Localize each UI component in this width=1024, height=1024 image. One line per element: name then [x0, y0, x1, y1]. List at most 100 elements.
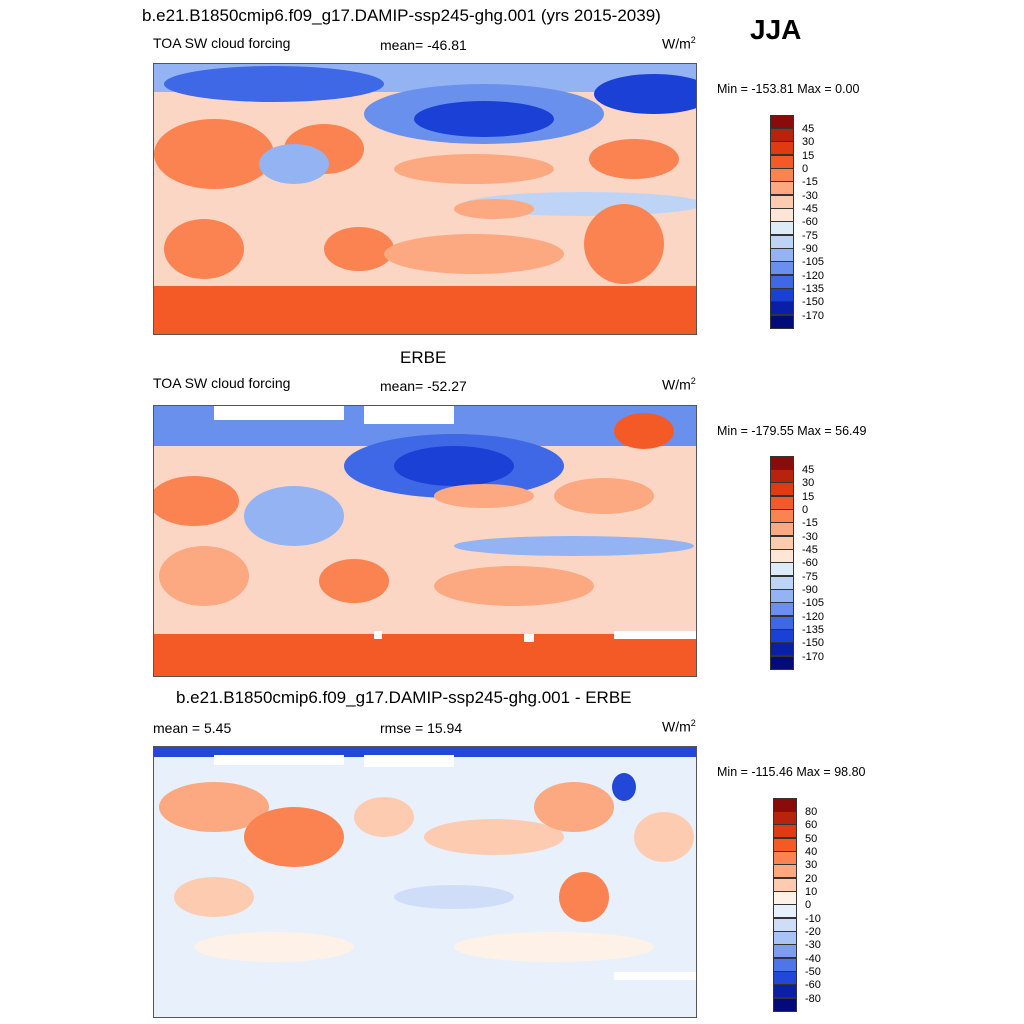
colorbar-label: 80	[805, 806, 818, 818]
colorbar-label: 50	[805, 833, 818, 845]
colorbar-label: -75	[802, 230, 818, 242]
colorbar-label: 30	[802, 477, 815, 489]
colorbar-swatch	[773, 984, 797, 998]
colorbar-swatch	[773, 904, 797, 918]
colorbar-swatch	[770, 155, 794, 169]
colorbar-swatch	[770, 456, 794, 470]
colorbar-swatch	[770, 522, 794, 536]
colorbar-label: 45	[802, 464, 815, 476]
colorbar-label: 20	[805, 873, 818, 885]
colorbar-label: -90	[802, 584, 818, 596]
colorbar-label: -170	[802, 310, 825, 322]
colorbar-label: -30	[802, 531, 818, 543]
colorbar-swatch	[770, 235, 794, 249]
panel-1-units: W/m2	[662, 35, 696, 52]
panel-2-map	[153, 405, 697, 677]
panel-2-units: W/m2	[662, 376, 696, 393]
panel-3-units: W/m2	[662, 718, 696, 735]
colorbar-swatch	[773, 798, 797, 812]
panel-1-min-max: Min = -153.81 Max = 0.00	[717, 82, 860, 96]
colorbar-label: -45	[802, 544, 818, 556]
colorbar-swatch	[770, 261, 794, 275]
colorbar-label: -120	[802, 270, 825, 282]
colorbar-swatch	[773, 958, 797, 972]
panel-2-map-field	[154, 406, 696, 676]
colorbar-label: -15	[802, 176, 818, 188]
panel-3-min-max: Min = -115.46 Max = 98.80	[717, 765, 866, 779]
colorbar-swatch	[770, 589, 794, 603]
panel-3-map-field	[154, 747, 696, 1017]
panel-1-map	[153, 63, 697, 335]
colorbar-swatch	[770, 616, 794, 630]
colorbar-swatch	[770, 469, 794, 483]
colorbar-swatch	[773, 811, 797, 825]
colorbar-swatch	[773, 838, 797, 852]
colorbar-label: -105	[802, 597, 825, 609]
colorbar-swatch	[770, 288, 794, 302]
colorbar-swatch	[770, 208, 794, 222]
colorbar-label: -20	[805, 926, 821, 938]
colorbar-label: 0	[802, 163, 809, 175]
colorbar-swatch	[770, 656, 794, 670]
colorbar-swatch	[770, 301, 794, 315]
colorbar-swatch	[770, 115, 794, 129]
colorbar-label: -150	[802, 637, 825, 649]
panel-1-field-label: TOA SW cloud forcing	[153, 35, 291, 51]
panel-3-rmse: rmse = 15.94	[380, 720, 463, 736]
colorbar-swatch	[770, 629, 794, 643]
colorbar-swatch	[770, 248, 794, 262]
colorbar-label: -40	[805, 953, 821, 965]
panel-3-map	[153, 746, 697, 1018]
colorbar-label: -60	[805, 979, 821, 991]
colorbar-label: 0	[802, 504, 809, 516]
colorbar-label: 30	[802, 136, 815, 148]
colorbar-swatch	[773, 998, 797, 1012]
colorbar-swatch	[773, 851, 797, 865]
colorbar-swatch	[770, 128, 794, 142]
colorbar-label: -120	[802, 611, 825, 623]
panel-1-colorbar: 45 30 15 0 -15 -30 -45 -60 -75 -90 -105 …	[770, 115, 860, 329]
colorbar-swatch	[770, 562, 794, 576]
panel-3-colorbar: 80 60 50 40 30 20 10 0 -10 -20 -30 -40 -…	[773, 798, 863, 1012]
panel-1-mean: mean= -46.81	[380, 37, 467, 53]
panel-2-field-label: TOA SW cloud forcing	[153, 375, 291, 391]
colorbar-swatch	[773, 891, 797, 905]
colorbar-label: -80	[805, 993, 821, 1005]
colorbar-swatch	[770, 536, 794, 550]
colorbar-label: -30	[802, 190, 818, 202]
colorbar-label: 40	[805, 846, 818, 858]
colorbar-label: -150	[802, 296, 825, 308]
colorbar-label: 30	[805, 859, 818, 871]
colorbar-label: -60	[802, 216, 818, 228]
colorbar-label: -105	[802, 256, 825, 268]
colorbar-swatch	[773, 944, 797, 958]
colorbar-swatch	[773, 931, 797, 945]
panel-2-min-max: Min = -179.55 Max = 56.49	[717, 424, 867, 438]
colorbar-swatch	[770, 181, 794, 195]
panel-3-title: b.e21.B1850cmip6.f09_g17.DAMIP-ssp245-gh…	[176, 688, 632, 707]
panel-2-title: ERBE	[400, 348, 447, 367]
season-label: JJA	[750, 14, 802, 45]
colorbar-label: 15	[802, 150, 815, 162]
colorbar-swatch	[773, 971, 797, 985]
colorbar-swatch	[770, 602, 794, 616]
panel-2-mean: mean= -52.27	[380, 378, 467, 394]
colorbar-swatch	[770, 509, 794, 523]
colorbar-swatch	[770, 221, 794, 235]
colorbar-swatch	[773, 918, 797, 932]
colorbar-swatch	[770, 549, 794, 563]
colorbar-label: -15	[802, 517, 818, 529]
colorbar-swatch	[770, 275, 794, 289]
colorbar-label: 15	[802, 491, 815, 503]
colorbar-label: -30	[805, 939, 821, 951]
colorbar-label: -10	[805, 913, 821, 925]
panel-1-map-field	[154, 64, 696, 334]
colorbar-swatch	[770, 315, 794, 329]
colorbar-label: 10	[805, 886, 818, 898]
colorbar-label: -135	[802, 283, 825, 295]
colorbar-label: 45	[802, 123, 815, 135]
colorbar-swatch	[770, 141, 794, 155]
colorbar-swatch	[770, 496, 794, 510]
panel-1-title: b.e21.B1850cmip6.f09_g17.DAMIP-ssp245-gh…	[142, 6, 661, 25]
colorbar-label: -135	[802, 624, 825, 636]
